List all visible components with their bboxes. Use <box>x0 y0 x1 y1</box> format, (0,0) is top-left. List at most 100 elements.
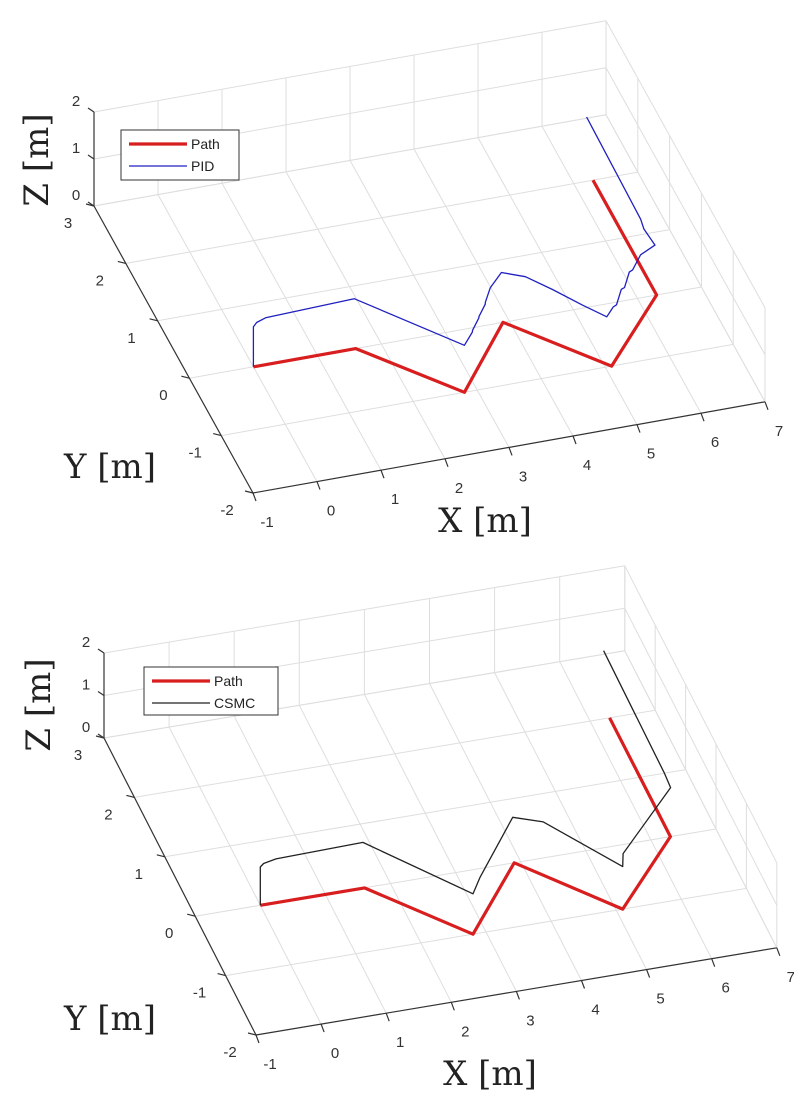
grid-line-y <box>164 769 686 858</box>
x-tick <box>450 1002 455 1011</box>
z-tick-label: 1 <box>82 677 90 694</box>
x-tick <box>764 401 769 411</box>
x-tick <box>255 1034 260 1044</box>
x-tick-label: -1 <box>263 1056 276 1073</box>
series-line-csmc <box>259 650 672 906</box>
y-tick-label: 1 <box>135 866 143 883</box>
grid-line-x <box>285 171 446 460</box>
grid-line-x <box>541 125 702 414</box>
right-wall-grid-line <box>624 608 778 906</box>
grid-line-x <box>349 160 510 448</box>
x-tick <box>380 469 385 479</box>
y-tick-label: 3 <box>74 747 82 764</box>
x-tick-label: -1 <box>260 514 273 531</box>
z-axis-title: Z [m] <box>19 658 59 751</box>
x-tick-label: 3 <box>526 1012 534 1029</box>
y-tick-label: -1 <box>189 445 202 462</box>
grid-line-x <box>494 672 648 970</box>
back-wall-grid-line <box>93 20 607 113</box>
series-line-pid <box>252 116 656 367</box>
x-tick-label: 4 <box>583 457 591 474</box>
back-wall-grid-line <box>103 565 625 654</box>
x-tick <box>252 492 257 502</box>
legend-box <box>120 129 240 181</box>
y-axis-title: Y [m] <box>63 999 156 1039</box>
grid-line-x <box>413 148 574 437</box>
x-tick-label: 2 <box>455 480 463 497</box>
back-wall-grid-line <box>103 650 625 739</box>
y-tick <box>247 1032 257 1036</box>
y-tick-label: 1 <box>127 330 135 347</box>
x-tick <box>572 435 577 445</box>
y-tick <box>149 318 158 322</box>
z-tick-label: 1 <box>72 140 80 157</box>
x-tick <box>776 947 781 957</box>
z-tick-label: 0 <box>72 187 80 204</box>
legend-label: Path <box>214 673 243 689</box>
x-axis-title: X [m] <box>438 501 532 541</box>
x-tick <box>700 412 705 422</box>
grid-line-x <box>363 694 517 992</box>
z-tick-label: 2 <box>72 93 80 110</box>
x-tick-label: 0 <box>331 1045 339 1062</box>
x-tick-label: 6 <box>711 434 719 451</box>
grid-line-y <box>125 171 638 264</box>
y-axis <box>103 737 257 1036</box>
y-tick-label: -2 <box>223 1044 236 1061</box>
grid-line-y <box>157 229 670 322</box>
grid-line-x <box>559 661 713 959</box>
x-tick <box>636 424 641 433</box>
y-tick-label: 2 <box>104 806 112 823</box>
right-wall-grid-line <box>605 20 766 309</box>
y-tick-label: 0 <box>165 925 173 942</box>
back-wall-grid-line <box>93 114 607 207</box>
right-wall-grid-line <box>605 67 766 356</box>
series-line-path <box>260 717 673 936</box>
z-tick <box>87 154 95 160</box>
grid-line-x <box>477 137 638 425</box>
grid-line-x <box>298 705 452 1003</box>
x-tick <box>580 980 586 989</box>
y-tick <box>126 794 135 798</box>
grid-line-y <box>221 343 734 437</box>
x-tick-label: 0 <box>327 503 335 520</box>
x-tick <box>385 1012 390 1022</box>
z-tick <box>87 201 95 207</box>
x-tick-label: 4 <box>591 1002 599 1019</box>
legend-label: CSMC <box>214 695 255 711</box>
y-tick-label: -2 <box>220 502 233 519</box>
x-tick-label: 7 <box>787 969 794 986</box>
grid-line-x <box>429 683 582 981</box>
y-tick-label: 2 <box>96 272 104 289</box>
z-tick <box>87 107 95 113</box>
y-tick-label: 3 <box>64 215 72 232</box>
x-tick-label: 3 <box>519 468 527 485</box>
y-tick-label: -1 <box>193 985 206 1002</box>
legend-label: PID <box>191 158 214 174</box>
x-tick-label: 5 <box>647 446 655 463</box>
z-tick <box>97 733 105 739</box>
x-axis-title: X [m] <box>443 1054 537 1094</box>
x-tick <box>646 969 651 978</box>
x-tick <box>515 991 520 1000</box>
y-tick <box>217 973 226 977</box>
x-tick-label: 7 <box>775 423 783 440</box>
legend-label: Path <box>191 136 220 152</box>
y-axis <box>93 205 254 494</box>
y-tick <box>156 854 165 858</box>
grid-line-x <box>221 182 382 471</box>
grid-line-y <box>134 709 656 798</box>
grid-line-y <box>225 887 747 977</box>
y-tick <box>181 375 190 379</box>
grid-line-x <box>157 194 318 482</box>
x-tick <box>711 958 716 967</box>
z-tick <box>97 691 105 696</box>
series-line-path <box>253 179 659 394</box>
x-tick <box>508 447 513 456</box>
x-tick <box>316 481 321 490</box>
x-tick <box>320 1023 325 1033</box>
y-tick <box>117 260 126 264</box>
z-tick-label: 0 <box>82 719 90 736</box>
